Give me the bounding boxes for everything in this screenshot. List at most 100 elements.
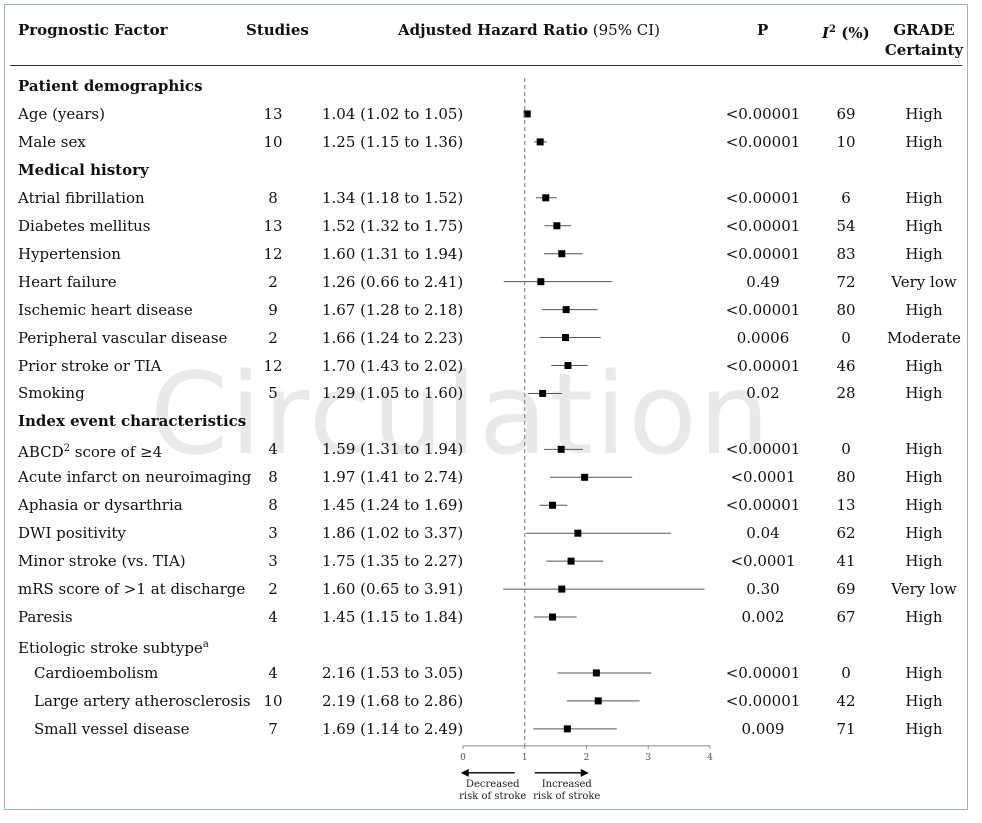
p-value: 0.04 — [746, 524, 780, 543]
grade-certainty: High — [905, 608, 943, 627]
increased-risk-label: risk of stroke — [533, 791, 600, 802]
header-grade-2: Certainty — [884, 41, 964, 59]
hazard-ratio-text: 1.45 (1.24 to 1.69) — [322, 496, 464, 515]
studies-count: 2 — [268, 328, 278, 347]
hazard-ratio-text: 1.60 (1.31 to 1.94) — [322, 244, 464, 263]
p-value: <0.00001 — [725, 496, 801, 515]
forest-row — [557, 669, 652, 677]
studies-count: 7 — [268, 719, 278, 738]
hazard-ratio-text: 1.45 (1.15 to 1.84) — [322, 608, 464, 627]
studies-count: 3 — [268, 552, 278, 571]
section-heading: Index event characteristics — [18, 412, 247, 431]
hr-marker — [564, 362, 572, 369]
factor-label-sup: a — [202, 639, 209, 650]
header-hr-bold: Adjusted Hazard Ratio — [398, 21, 588, 39]
factor-label-text: Male sex — [18, 132, 86, 151]
p-value: <0.00001 — [725, 356, 801, 375]
watermark: Circulation — [150, 350, 772, 480]
studies-count: 8 — [268, 468, 278, 487]
p-value: 0.30 — [746, 580, 780, 599]
grade-certainty: High — [905, 216, 943, 235]
grade-certainty: High — [905, 384, 943, 403]
studies-count: 4 — [268, 440, 278, 459]
grade-certainty: High — [905, 468, 943, 487]
x-tick-label: 3 — [645, 753, 651, 763]
p-value: <0.0001 — [730, 552, 796, 571]
hazard-ratio-text: 1.34 (1.18 to 1.52) — [322, 188, 464, 207]
grade-certainty: High — [905, 691, 943, 710]
hr-marker — [537, 278, 545, 286]
p-value: <0.00001 — [725, 440, 801, 459]
factor-label: Small vessel disease — [34, 720, 190, 738]
x-tick-label: 1 — [522, 753, 528, 763]
p-value: <0.00001 — [725, 663, 801, 682]
factor-label: ABCD2 score of ≥4 — [18, 440, 162, 461]
hazard-ratio-text: 1.67 (1.28 to 2.18) — [322, 300, 464, 319]
decreased-risk-label: Decreased — [466, 779, 520, 790]
factor-label: mRS score of >1 at discharge — [18, 580, 245, 598]
grade-certainty: Moderate — [887, 328, 961, 347]
i2-value: 41 — [836, 552, 856, 571]
studies-count: 5 — [268, 384, 278, 403]
p-value: <0.00001 — [725, 216, 801, 235]
factor-label: DWI positivity — [18, 524, 126, 542]
hr-marker — [549, 501, 557, 509]
i2-value: 10 — [836, 132, 856, 151]
header-i2: I2 (%) — [822, 21, 870, 42]
hazard-ratio-text: 1.69 (1.14 to 2.49) — [322, 719, 464, 738]
hr-marker — [557, 445, 565, 453]
hazard-ratio-text: 1.86 (1.02 to 3.37) — [322, 524, 464, 543]
header-hazard-ratio: Adjusted Hazard Ratio (95% CI) — [398, 21, 660, 39]
factor-label: Diabetes mellitus — [18, 217, 151, 235]
hazard-ratio-text: 1.25 (1.15 to 1.36) — [322, 132, 464, 151]
studies-count: 8 — [268, 496, 278, 515]
i2-value: 80 — [836, 300, 856, 319]
factor-label-text: Peripheral vascular disease — [18, 328, 228, 347]
grade-certainty: High — [905, 104, 943, 123]
hazard-ratio-text: 1.52 (1.32 to 1.75) — [322, 216, 464, 235]
factor-label: Atrial fibrillation — [18, 189, 145, 207]
decreased-risk-label: risk of stroke — [459, 791, 526, 802]
header-hr-ci: (95% CI) — [588, 21, 660, 39]
factor-label: Heart failure — [18, 273, 117, 291]
i2-value: 42 — [836, 691, 856, 710]
grade-certainty: High — [905, 524, 943, 543]
grade-certainty: High — [905, 440, 943, 459]
studies-count: 9 — [268, 300, 278, 319]
hazard-ratio-text: 2.19 (1.68 to 2.86) — [322, 691, 464, 710]
p-value: 0.0006 — [736, 328, 790, 347]
studies-count: 3 — [268, 524, 278, 543]
hr-marker — [594, 697, 602, 705]
factor-label-text: Etiologic stroke subtype — [18, 639, 203, 657]
studies-count: 10 — [263, 132, 283, 151]
studies-count: 12 — [263, 244, 283, 263]
factor-label-text: ABCD — [18, 443, 64, 462]
header-grade-1: GRADE — [893, 21, 955, 39]
factor-label-text: Acute infarct on neuroimaging — [18, 468, 252, 487]
i2-value: 69 — [836, 580, 856, 599]
factor-label: Age (years) — [18, 105, 105, 123]
header-i2-symbol: I — [822, 24, 830, 42]
studies-count: 13 — [263, 216, 283, 235]
p-value: <0.00001 — [725, 300, 801, 319]
factor-label: Minor stroke (vs. TIA) — [18, 552, 186, 570]
i2-value: 72 — [836, 272, 856, 291]
header-i2-unit: (%) — [836, 24, 870, 42]
factor-label: Hypertension — [18, 245, 121, 263]
factor-label-text: Smoking — [18, 384, 85, 403]
grade-certainty: High — [905, 132, 943, 151]
hazard-ratio-text: 1.59 (1.31 to 1.94) — [322, 440, 464, 459]
p-value: 0.49 — [746, 272, 780, 291]
hr-marker — [574, 529, 582, 537]
grade-certainty: High — [905, 244, 943, 263]
i2-value: 71 — [836, 719, 856, 738]
hr-marker — [549, 613, 557, 621]
i2-value: 6 — [841, 188, 851, 207]
hr-marker — [542, 194, 550, 202]
grade-certainty: Very low — [891, 580, 957, 599]
forest-row — [542, 306, 598, 314]
factor-label-text: Aphasia or dysarthria — [18, 496, 183, 515]
x-tick-label: 2 — [584, 753, 590, 763]
increase-arrow-head — [580, 768, 589, 777]
hr-marker — [562, 334, 570, 342]
